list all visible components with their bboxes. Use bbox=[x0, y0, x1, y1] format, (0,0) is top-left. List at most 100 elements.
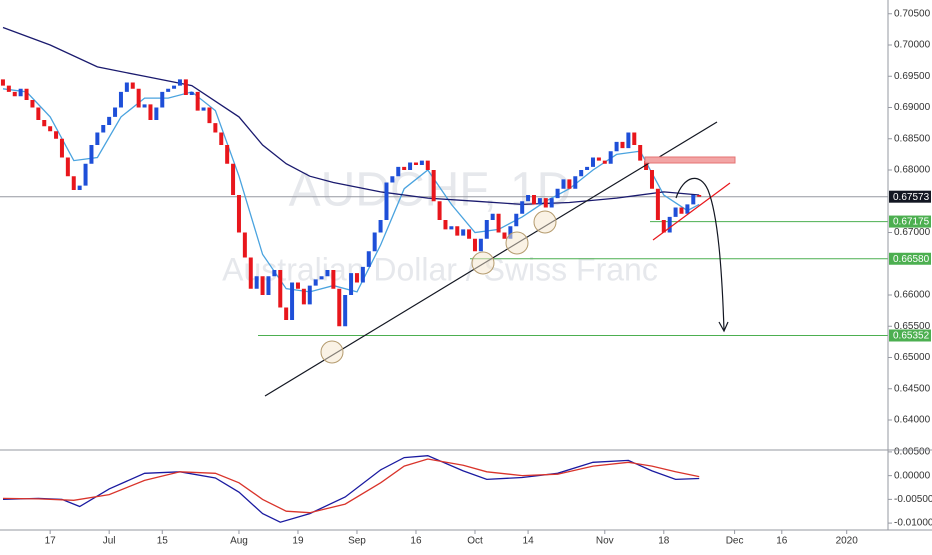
candle bbox=[160, 91, 165, 108]
candle bbox=[437, 201, 442, 220]
candle bbox=[101, 125, 106, 133]
grid: 0.70500 0.70000 0.69500 0.69000 0.68500 0.680… bbox=[45, 8, 932, 546]
candle bbox=[337, 288, 342, 327]
candle bbox=[461, 229, 466, 236]
candle bbox=[54, 131, 59, 139]
resistance-zone bbox=[644, 156, 736, 164]
candle bbox=[278, 270, 283, 308]
candle bbox=[343, 295, 348, 327]
candle bbox=[231, 163, 236, 195]
candle bbox=[295, 282, 300, 289]
candle bbox=[349, 273, 354, 295]
candle bbox=[107, 116, 112, 125]
x-tick-label: Jul bbox=[103, 536, 116, 547]
candle bbox=[549, 198, 554, 208]
candle bbox=[431, 170, 436, 202]
candle bbox=[12, 91, 17, 97]
y-tick-label: 0.69000 bbox=[894, 102, 931, 113]
y-tick-label: 0.64500 bbox=[894, 383, 931, 394]
x-tick-label: 2020 bbox=[836, 536, 859, 547]
candle bbox=[189, 91, 194, 95]
candle bbox=[378, 220, 383, 233]
candle bbox=[266, 276, 271, 295]
candle bbox=[697, 195, 702, 197]
candle bbox=[166, 88, 171, 92]
y-tick-label: 0.68500 bbox=[894, 133, 931, 144]
candle bbox=[71, 176, 76, 190]
candle bbox=[626, 132, 631, 149]
candle bbox=[59, 138, 64, 158]
candle bbox=[567, 179, 572, 189]
candle bbox=[301, 288, 306, 305]
candle bbox=[242, 232, 247, 258]
candle bbox=[590, 157, 595, 167]
candle bbox=[531, 195, 536, 205]
candle bbox=[632, 132, 637, 145]
candle bbox=[561, 179, 566, 189]
y-tick-label: 0.00000 bbox=[894, 470, 931, 481]
candle bbox=[195, 91, 200, 111]
x-tick-label: 16 bbox=[776, 536, 788, 547]
y-tick-label: 0.66000 bbox=[894, 290, 931, 301]
x-tick-label: 16 bbox=[410, 536, 422, 547]
watermark-title: AUDCHF, 1D bbox=[289, 164, 572, 217]
candle bbox=[42, 120, 47, 127]
y-tick-label: -0.00500 bbox=[894, 494, 932, 505]
candle bbox=[508, 226, 513, 239]
y-tick-label: -0.01000 bbox=[894, 518, 932, 529]
candle bbox=[290, 282, 295, 320]
trend-line bbox=[652, 182, 731, 241]
arrow-head bbox=[718, 321, 729, 333]
candle bbox=[573, 176, 578, 189]
candle bbox=[691, 195, 696, 205]
candle bbox=[596, 157, 601, 161]
candle bbox=[490, 213, 495, 220]
line-series bbox=[2, 455, 700, 523]
drawings bbox=[264, 121, 736, 397]
watermark-subtitle: Australian Dollar / Swiss Franc bbox=[222, 251, 658, 287]
levels: 0.67573 0.67175 0.66580 0.65352 bbox=[0, 190, 931, 342]
candle bbox=[77, 185, 82, 190]
x-tick-label: 18 bbox=[658, 536, 670, 547]
candle bbox=[313, 279, 318, 286]
candle bbox=[543, 198, 548, 208]
candle bbox=[520, 201, 525, 214]
candle bbox=[384, 182, 389, 220]
candle bbox=[148, 104, 153, 120]
candle bbox=[638, 145, 643, 161]
candle bbox=[18, 88, 23, 97]
candle bbox=[6, 85, 11, 92]
x-tick-label: 19 bbox=[292, 536, 304, 547]
y-tick-label: 0.00500 bbox=[894, 447, 931, 458]
x-tick-label: Dec bbox=[726, 536, 744, 547]
candle bbox=[685, 204, 690, 214]
candle bbox=[30, 100, 35, 108]
price-level-tag bbox=[889, 215, 931, 228]
candle bbox=[225, 145, 230, 164]
candle bbox=[478, 238, 483, 252]
candle bbox=[172, 85, 177, 89]
y-tick-label: 0.64000 bbox=[894, 415, 931, 426]
candle bbox=[526, 195, 531, 202]
candle bbox=[219, 132, 224, 145]
candle bbox=[360, 266, 365, 283]
candle bbox=[89, 145, 94, 164]
candle bbox=[555, 188, 560, 199]
candle bbox=[585, 166, 590, 170]
candle bbox=[419, 160, 424, 165]
y-tick-label: 0.67000 bbox=[894, 227, 931, 238]
candle bbox=[83, 163, 88, 186]
candle bbox=[496, 213, 501, 233]
candle bbox=[124, 82, 129, 92]
candle bbox=[95, 132, 100, 145]
candle bbox=[319, 276, 324, 280]
line-series bbox=[2, 88, 700, 293]
candle bbox=[661, 220, 666, 233]
y-tick-label: 0.65500 bbox=[894, 321, 931, 332]
candle bbox=[284, 307, 289, 320]
candle bbox=[254, 276, 259, 289]
candle bbox=[366, 251, 371, 267]
y-tick-label: 0.65000 bbox=[894, 352, 931, 363]
candle bbox=[413, 162, 418, 165]
